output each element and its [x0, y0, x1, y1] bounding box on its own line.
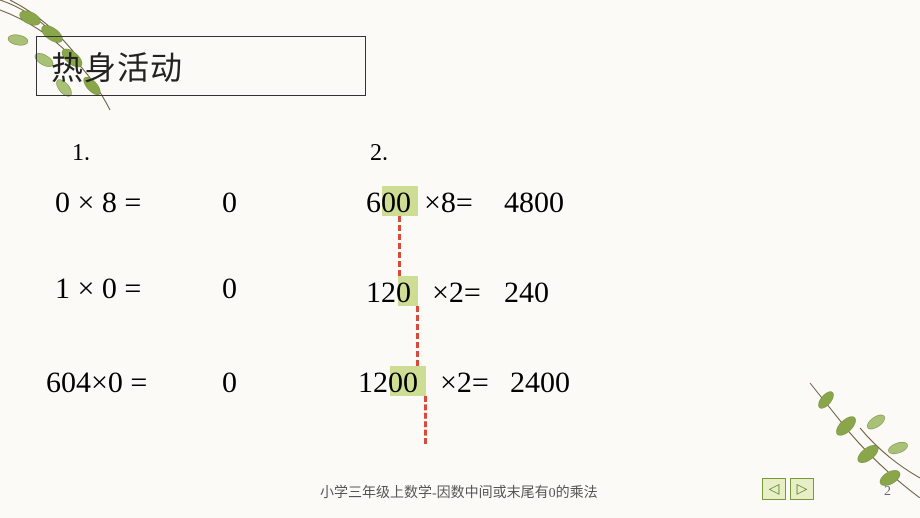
section-label-1: 1.: [72, 140, 90, 167]
section-label-2: 2.: [370, 140, 388, 167]
footer-text: 小学三年级上数学-因数中间或末尾有0的乘法: [320, 482, 598, 502]
eq-right-2-ans: 240: [504, 276, 549, 310]
dashed-line-3: [424, 396, 427, 444]
eq-right-3-num: 1200: [358, 366, 418, 400]
eq-left-2-lhs: 1 × 0 =: [55, 272, 141, 306]
next-button[interactable]: ▷: [790, 478, 814, 500]
eq-right-2-op: ×2=: [432, 276, 481, 310]
eq-left-3-lhs: 604×0 =: [46, 366, 147, 400]
eq-left-1-ans: 0: [222, 186, 237, 220]
eq-left-2-ans: 0: [222, 272, 237, 306]
eq-right-3-op: ×2=: [440, 366, 489, 400]
eq-right-3-ans: 2400: [510, 366, 570, 400]
title-text: 热身活动: [51, 50, 183, 86]
eq-right-1-op: ×8=: [424, 186, 473, 220]
dashed-line-2: [416, 306, 419, 366]
page-number: 2: [884, 484, 891, 500]
eq-left-1-lhs: 0 × 8 =: [55, 186, 141, 220]
eq-right-2-num: 120: [366, 276, 411, 310]
next-icon: ▷: [797, 481, 808, 498]
eq-right-1-ans: 4800: [504, 186, 564, 220]
eq-right-1-num: 600: [366, 186, 411, 220]
prev-icon: ◁: [769, 481, 780, 498]
dashed-line-1: [398, 216, 401, 276]
eq-left-3-ans: 0: [222, 366, 237, 400]
title-box: 热身活动: [36, 36, 366, 96]
prev-button[interactable]: ◁: [762, 478, 786, 500]
